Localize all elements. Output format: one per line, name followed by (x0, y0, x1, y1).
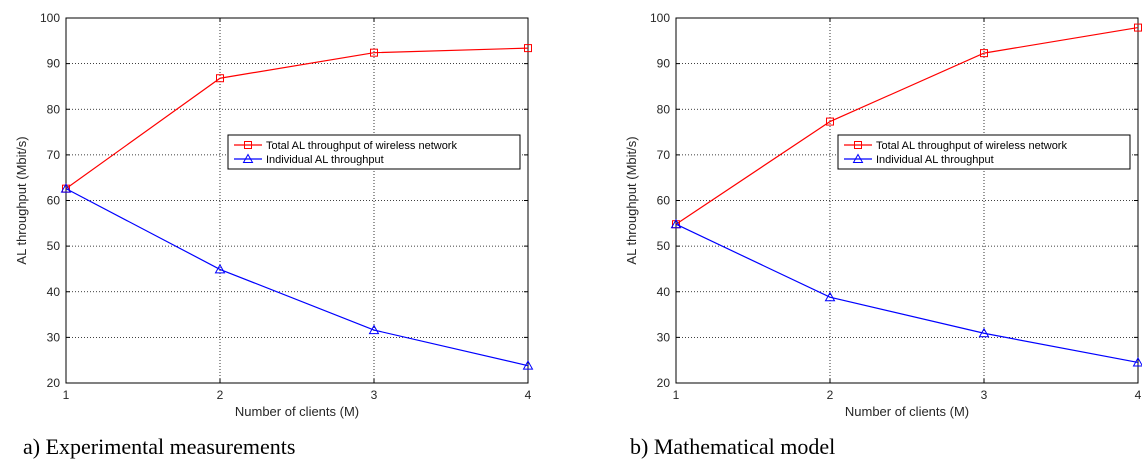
data-point-total (216, 74, 224, 83)
legend-label: Total AL throughput of wireless network (266, 140, 457, 152)
legend-label: Total AL throughput of wireless network (876, 140, 1067, 152)
y-tick-label: 40 (47, 285, 61, 299)
y-tick-label: 20 (47, 376, 61, 390)
y-axis-label: AL throughput (Mbit/s) (624, 136, 639, 264)
y-tick-label: 80 (657, 102, 671, 116)
legend-label: Individual AL throughput (266, 154, 384, 166)
y-tick-label: 100 (40, 11, 60, 25)
data-point-individual (368, 324, 380, 335)
data-point-individual (1132, 356, 1142, 367)
y-tick-label: 70 (47, 148, 61, 162)
x-tick-label: 1 (63, 388, 70, 402)
y-tick-label: 30 (657, 330, 671, 344)
y-tick-label: 20 (657, 376, 671, 390)
chart-panel-model: 1 2 3 4 20 30 40 50 60 70 80 90 100 Number of clients… (610, 0, 1142, 469)
x-tick-label: 1 (673, 388, 680, 402)
data-point-total (370, 48, 378, 57)
series-line-total (675, 26, 1139, 225)
y-tick-label: 70 (657, 148, 671, 162)
series-line-total (65, 47, 529, 190)
x-axis-label: Number of clients (M) (845, 404, 969, 419)
data-point-individual (60, 183, 72, 193)
x-tick-label: 2 (827, 388, 834, 402)
data-point-individual (522, 360, 534, 370)
y-tick-label: 50 (657, 239, 671, 253)
y-tick-label: 40 (657, 285, 671, 299)
caption-experimental: a) Experimental measurements (23, 434, 296, 459)
y-tick-label: 100 (650, 11, 670, 25)
x-axis-label: Number of clients (M) (235, 404, 359, 419)
y-tick-label: 50 (47, 239, 61, 253)
data-point-total (524, 44, 532, 53)
legend-marker-triangle (852, 153, 864, 163)
series-line-individual (675, 223, 1139, 364)
y-tick-label: 30 (47, 330, 61, 344)
data-point-individual (824, 291, 836, 302)
x-tick-label: 4 (1135, 388, 1142, 402)
y-tick-label: 90 (657, 57, 671, 71)
legend-marker-square (854, 141, 862, 149)
legend-label: Individual AL throughput (876, 154, 994, 166)
y-tick-label: 60 (657, 194, 671, 208)
data-point-individual (670, 218, 682, 229)
data-point-total (980, 49, 988, 58)
x-tick-label: 3 (371, 388, 378, 402)
caption-model: b) Mathematical model (630, 434, 836, 459)
y-tick-label: 60 (47, 194, 61, 208)
data-point-individual (214, 263, 226, 274)
legend-marker-triangle (242, 153, 254, 163)
series-line-individual (65, 188, 529, 367)
x-tick-label: 3 (981, 388, 988, 402)
legend-box (227, 134, 521, 170)
legend-box (837, 134, 1131, 170)
y-axis-label: AL throughput (Mbit/s) (14, 136, 29, 264)
y-tick-label: 80 (47, 102, 61, 116)
x-tick-label: 4 (525, 388, 532, 402)
x-tick-label: 2 (217, 388, 224, 402)
chart-panel-experimental: 1 2 3 4 20 30 40 50 60 70 80 90 100 Number of clients… (0, 0, 560, 469)
legend-marker-square (244, 141, 252, 149)
y-tick-label: 90 (47, 57, 61, 71)
data-point-individual (978, 327, 990, 338)
data-point-total (826, 117, 834, 126)
mathematical-model-chart: 1 2 3 4 20 30 40 50 60 70 80 90 100 Number of clients… (624, 11, 1142, 419)
experimental-measurements-chart: 1 2 3 4 20 30 40 50 60 70 80 90 100 Number of clients… (14, 11, 534, 419)
